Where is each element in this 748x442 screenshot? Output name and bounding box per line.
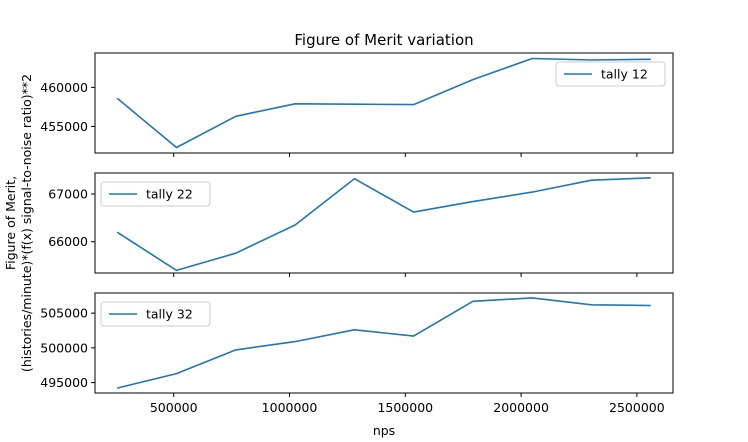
y-tick-label: 455000 xyxy=(40,119,88,134)
legend: tally 32 xyxy=(100,301,211,327)
y-tick-label: 67000 xyxy=(48,187,88,202)
legend: tally 22 xyxy=(100,181,211,207)
x-tick-label: 1500000 xyxy=(377,400,433,415)
x-axis-label: nps xyxy=(373,423,395,438)
panels-group: 455000 460000 tally 12 66000 67000 tally 22 49… xyxy=(40,52,674,415)
legend-label: tally 32 xyxy=(146,307,193,322)
y-tick-label: 495000 xyxy=(40,375,88,390)
axes-frame xyxy=(94,292,674,394)
y-tick-label: 66000 xyxy=(48,234,88,249)
y-tick-label: 500000 xyxy=(40,340,88,355)
series-line xyxy=(117,297,651,389)
series-line xyxy=(116,57,651,149)
panel-3: 495000 500000 505000 500000 1000000 1500000 20… xyxy=(40,292,674,415)
panel-2: 66000 67000 tally 22 xyxy=(48,172,674,277)
y-tick-label: 505000 xyxy=(40,306,88,321)
x-tick-label: 2500000 xyxy=(609,400,665,415)
axes-frame xyxy=(94,52,674,154)
axes-frame xyxy=(94,172,674,274)
y-axis-label-line-2: (histories/minute)*(f(x) signal-to-noise… xyxy=(19,74,34,372)
legend-box xyxy=(100,181,211,207)
y-tick-label: 460000 xyxy=(40,80,88,95)
chart-title: Figure of Merit variation xyxy=(294,31,473,49)
series-line xyxy=(116,177,651,272)
legend-box xyxy=(100,301,211,327)
legend-box xyxy=(555,61,666,87)
y-axis-label-line-1: Figure of Merit, xyxy=(3,176,18,270)
x-tick-label: 2000000 xyxy=(493,400,549,415)
legend-label: tally 12 xyxy=(601,67,648,82)
legend: tally 12 xyxy=(555,61,666,87)
x-tick-label: 1000000 xyxy=(262,400,318,415)
x-tick-label: 500000 xyxy=(150,400,198,415)
legend-label: tally 22 xyxy=(146,187,193,202)
panel-1: 455000 460000 tally 12 xyxy=(40,52,674,157)
